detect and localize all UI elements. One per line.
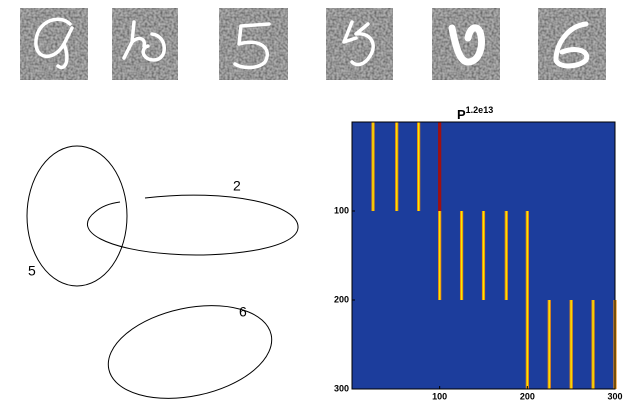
- digit-image: [538, 8, 606, 80]
- stripe-core: [439, 211, 440, 300]
- digit-image: [219, 8, 288, 80]
- ellipse: [87, 195, 298, 255]
- title-superscript: 1.2e13: [466, 105, 494, 115]
- digit-image: [20, 8, 88, 80]
- stripe-core: [527, 300, 528, 389]
- stripe-core: [396, 122, 397, 211]
- stripe-core: [461, 211, 462, 300]
- stripe-core: [549, 300, 550, 389]
- stripe: [438, 122, 441, 211]
- digit-image: [326, 8, 393, 80]
- stripe-core: [418, 122, 419, 211]
- ellipse-diagram: [27, 146, 298, 403]
- heatmap: 100 200 300 100 200 300: [334, 122, 623, 401]
- ellipse: [27, 146, 127, 286]
- ellipse: [100, 292, 281, 403]
- y-tick-label: 200: [334, 294, 349, 304]
- ellipse-label: 6: [239, 304, 247, 320]
- figure: 2 5 6 P1.2e13 100 200 300 100 200 300: [0, 0, 627, 403]
- stripe-core: [592, 300, 593, 389]
- digit-image: [432, 8, 500, 80]
- ellipse-label: 5: [28, 263, 36, 279]
- stripe-core: [506, 211, 507, 300]
- chart-title: P1.2e13: [457, 105, 493, 122]
- stripe-core: [483, 211, 484, 300]
- stripe-core: [527, 211, 528, 300]
- x-tick-label: 300: [607, 391, 622, 401]
- ellipse-label: 2: [233, 178, 241, 194]
- digit-images: [20, 8, 606, 80]
- stripe-core: [372, 122, 373, 211]
- title-base: P: [457, 107, 466, 122]
- x-tick-label: 100: [432, 391, 447, 401]
- y-tick-label: 100: [334, 205, 349, 215]
- y-tick-label: 300: [334, 383, 349, 393]
- stripe-core: [571, 300, 572, 389]
- digit-image: [112, 8, 178, 80]
- x-tick-label: 200: [520, 391, 535, 401]
